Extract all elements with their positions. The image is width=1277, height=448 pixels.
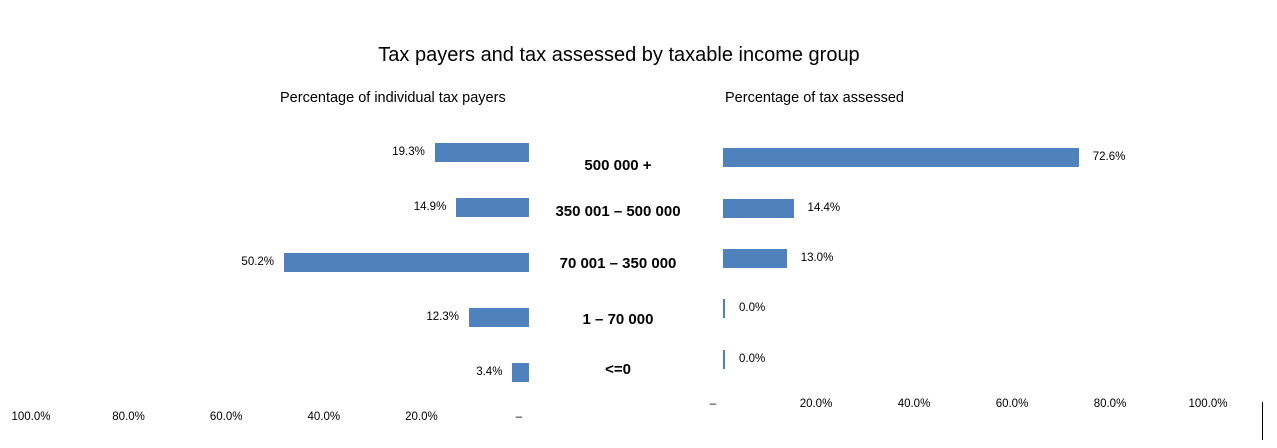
left-axis-tick: – bbox=[515, 411, 523, 423]
left-axis-tick: 80.0% bbox=[112, 411, 145, 423]
category-label: 1 – 70 000 bbox=[582, 311, 654, 328]
right-bar bbox=[723, 299, 725, 318]
left-bar bbox=[512, 363, 529, 382]
left-data-label: 19.3% bbox=[392, 146, 425, 158]
right-axis-tick: 60.0% bbox=[995, 398, 1029, 410]
left-data-label: 14.9% bbox=[413, 201, 447, 213]
left-axis-tick: 20.0% bbox=[405, 411, 438, 423]
left-axis-tick: 60.0% bbox=[209, 411, 243, 423]
left-data-label: 3.4% bbox=[476, 366, 503, 378]
right-data-label: 0.0% bbox=[739, 302, 766, 314]
right-axis-tick: 80.0% bbox=[1093, 398, 1127, 410]
left-data-label: 12.3% bbox=[426, 311, 459, 323]
right-axis-tick: – bbox=[709, 398, 717, 410]
right-panel-title: Percentage of tax assessed bbox=[725, 90, 904, 106]
right-axis-tick: 100.0% bbox=[1188, 398, 1228, 410]
right-axis-tick: 20.0% bbox=[799, 398, 833, 410]
left-bar bbox=[434, 143, 529, 162]
left-axis-tick: 100.0% bbox=[11, 411, 51, 423]
right-data-label: 14.4% bbox=[807, 202, 841, 214]
chart-title: Tax payers and tax assessed by taxable i… bbox=[378, 44, 860, 66]
category-label: 350 001 – 500 000 bbox=[555, 203, 681, 220]
right-data-label: 72.6% bbox=[1092, 151, 1126, 163]
left-axis-tick: 40.0% bbox=[307, 411, 341, 423]
right-bar bbox=[723, 148, 1079, 167]
left-bar bbox=[456, 198, 529, 217]
right-axis-tick: 40.0% bbox=[897, 398, 931, 410]
category-label: 500 000 + bbox=[584, 157, 652, 174]
left-bar bbox=[468, 308, 529, 327]
category-label: <=0 bbox=[605, 361, 631, 378]
right-data-label: 13.0% bbox=[800, 252, 834, 264]
left-panel-title: Percentage of individual tax payers bbox=[280, 90, 506, 106]
right-data-label: 0.0% bbox=[739, 353, 766, 365]
left-bar bbox=[284, 253, 529, 272]
right-bar bbox=[723, 199, 794, 218]
edge-line bbox=[1262, 402, 1263, 440]
right-bar bbox=[723, 350, 725, 369]
right-bar bbox=[723, 249, 787, 268]
category-label: 70 001 – 350 000 bbox=[559, 255, 677, 272]
left-data-label: 50.2% bbox=[241, 256, 275, 268]
